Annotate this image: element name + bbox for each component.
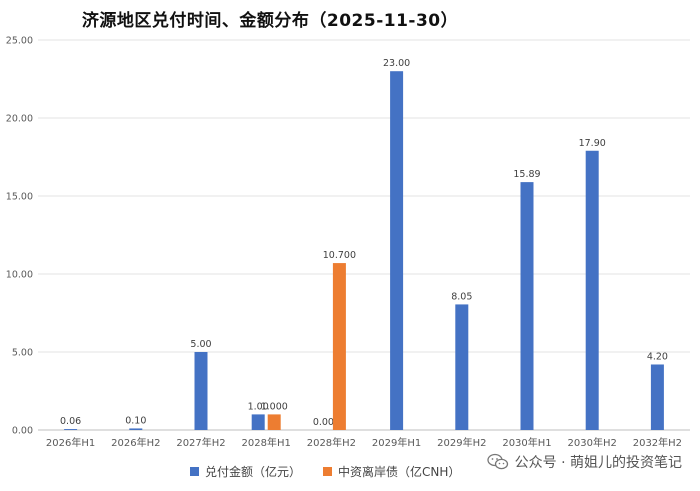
chart-title: 济源地区兑付时间、金额分布（2025-11-30） [81,11,459,31]
x-tick-label: 2030年H2 [568,436,617,449]
x-tick-label: 2029年H1 [372,436,421,449]
x-tick-label: 2030年H1 [502,436,551,449]
x-tick-label: 2026年H2 [111,436,160,449]
bar-series-1 [520,182,534,430]
chart-legend: 兑付金额（亿元） 中资离岸债（亿CNH） [190,463,460,480]
bar-series-1 [129,428,143,430]
watermark-text: 公众号 · 萌姐儿的投资笔记 [514,455,682,471]
data-label: 4.20 [647,351,668,362]
data-label: 8.05 [451,291,472,302]
x-tick-label: 2026年H1 [46,436,95,449]
legend-item-series-1: 兑付金额（亿元） [190,463,301,480]
data-label: 15.89 [513,169,540,180]
bar-series-1 [194,352,208,430]
data-label: 5.00 [190,339,211,350]
data-label: 1.00 [248,401,269,412]
y-tick-label: 15.00 [6,192,33,203]
data-label: 1.000 [261,401,288,412]
bar-series-1 [251,414,265,430]
wechat-icon [486,453,508,470]
bar-series-1 [390,71,404,430]
data-label: 0.06 [60,416,81,427]
legend-item-series-2: 中资离岸债（亿CNH） [323,463,460,480]
x-tick-label: 2029年H2 [437,436,486,449]
y-tick-label: 10.00 [6,270,33,281]
data-label: 10.700 [323,250,356,261]
data-label: 23.00 [383,58,410,69]
legend-label-series-2: 中资离岸债（亿CNH） [338,465,461,479]
bar-series-1 [455,304,469,430]
bar-series-2 [267,414,281,430]
x-tick-label: 2028年H1 [242,436,291,449]
legend-swatch-series-2 [323,467,333,476]
x-tick-label: 2032年H2 [633,436,682,449]
y-tick-label: 20.00 [6,114,33,125]
legend-swatch-series-1 [190,467,199,476]
y-tick-label: 5.00 [12,348,33,359]
bar-series-2 [332,263,346,430]
data-label: 17.90 [579,138,606,149]
y-tick-label: 0.00 [12,426,33,437]
bar-series-1 [585,150,599,430]
legend-label-series-1: 兑付金额（亿元） [205,465,302,479]
bar-series-1 [650,364,664,430]
data-label: 0.00 [313,417,334,428]
x-tick-label: 2027年H2 [176,436,225,449]
x-tick-label: 2028年H2 [307,436,356,449]
bar-series-1 [64,429,78,430]
watermark: 公众号 · 萌姐儿的投资笔记 [486,452,682,472]
y-tick-label: 25.00 [6,36,33,47]
data-label: 0.10 [125,415,146,426]
